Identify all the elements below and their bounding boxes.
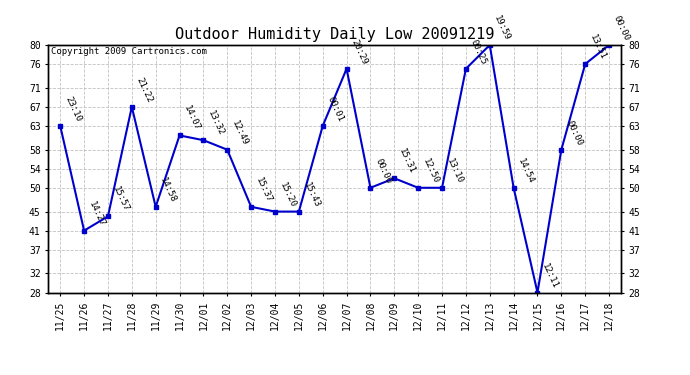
Text: 00:00: 00:00 xyxy=(612,14,631,42)
Text: 20:29: 20:29 xyxy=(349,38,369,66)
Text: 21:22: 21:22 xyxy=(135,76,154,104)
Text: 15:31: 15:31 xyxy=(397,147,417,176)
Text: 12:11: 12:11 xyxy=(540,261,560,290)
Text: 13:32: 13:32 xyxy=(206,109,226,137)
Text: 15:57: 15:57 xyxy=(110,185,130,214)
Text: 15:20: 15:20 xyxy=(278,181,297,209)
Text: 13:51: 13:51 xyxy=(588,33,607,61)
Text: 15:43: 15:43 xyxy=(302,181,321,209)
Text: 14:07: 14:07 xyxy=(182,105,202,133)
Text: 12:50: 12:50 xyxy=(421,157,440,185)
Text: 00:00: 00:00 xyxy=(373,157,393,185)
Text: 19:59: 19:59 xyxy=(493,14,512,42)
Title: Outdoor Humidity Daily Low 20091219: Outdoor Humidity Daily Low 20091219 xyxy=(175,27,494,42)
Text: 12:49: 12:49 xyxy=(230,119,250,147)
Text: 14:27: 14:27 xyxy=(87,200,106,228)
Text: 00:00: 00:00 xyxy=(564,119,584,147)
Text: 14:54: 14:54 xyxy=(516,157,536,185)
Text: Copyright 2009 Cartronics.com: Copyright 2009 Cartronics.com xyxy=(51,48,207,57)
Text: 00:25: 00:25 xyxy=(469,38,489,66)
Text: 15:37: 15:37 xyxy=(254,176,273,204)
Text: 13:10: 13:10 xyxy=(445,157,464,185)
Text: 14:58: 14:58 xyxy=(159,176,178,204)
Text: 00:01: 00:01 xyxy=(326,95,345,123)
Text: 23:10: 23:10 xyxy=(63,95,83,123)
